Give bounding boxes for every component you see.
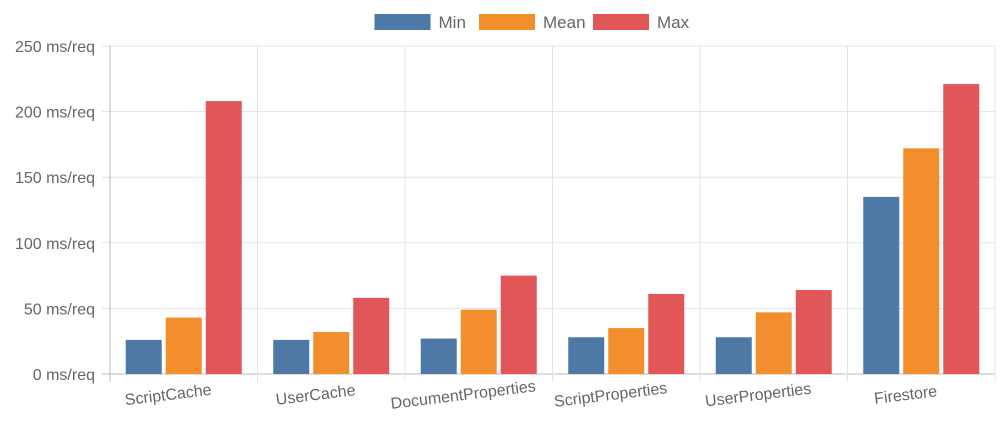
bar-min-documentproperties	[420, 338, 457, 374]
bar-min-firestore	[863, 196, 900, 374]
bar-min-userproperties	[715, 337, 752, 374]
bar-max-scriptcache	[205, 101, 242, 374]
bar-min-scriptproperties	[568, 337, 605, 374]
bar-mean-firestore	[903, 148, 940, 374]
y-tick-label: 100 ms/req	[15, 236, 95, 253]
bar-mean-scriptcache	[165, 317, 202, 374]
x-tick-label: Firestore	[873, 383, 938, 408]
bar-mean-scriptproperties	[608, 328, 645, 374]
y-tick-label: 50 ms/req	[24, 301, 95, 318]
bar-mean-userproperties	[755, 312, 792, 374]
grid-lines	[102, 45, 996, 382]
legend: Min Mean Max	[374, 13, 690, 32]
y-tick-label: 200 ms/req	[15, 105, 95, 122]
legend-label-min: Min	[439, 13, 466, 32]
y-tick-label: 150 ms/req	[15, 170, 95, 187]
bar-max-firestore	[943, 84, 980, 374]
y-tick-label: 250 ms/req	[15, 39, 95, 56]
legend-swatch-min	[374, 14, 431, 30]
bar-mean-documentproperties	[460, 309, 497, 374]
x-tick-label: DocumentProperties	[390, 378, 537, 413]
bar-max-usercache	[353, 297, 390, 374]
x-tick-label: ScriptCache	[124, 382, 213, 410]
bar-max-scriptproperties	[648, 293, 685, 374]
legend-label-mean: Mean	[543, 13, 586, 32]
legend-swatch-max	[593, 14, 649, 30]
x-tick-label: UserProperties	[704, 381, 812, 411]
x-tick-label: UserCache	[275, 382, 357, 409]
bar-max-userproperties	[795, 290, 832, 374]
bar-min-scriptcache	[125, 339, 162, 374]
legend-swatch-mean	[479, 14, 535, 30]
bar-min-usercache	[273, 339, 310, 374]
y-tick-label: 0 ms/req	[33, 367, 95, 384]
bar-mean-usercache	[313, 332, 350, 374]
legend-label-max: Max	[657, 13, 690, 32]
bar-series	[125, 84, 980, 374]
x-tick-label: ScriptProperties	[553, 380, 668, 411]
bar-max-documentproperties	[500, 275, 537, 374]
